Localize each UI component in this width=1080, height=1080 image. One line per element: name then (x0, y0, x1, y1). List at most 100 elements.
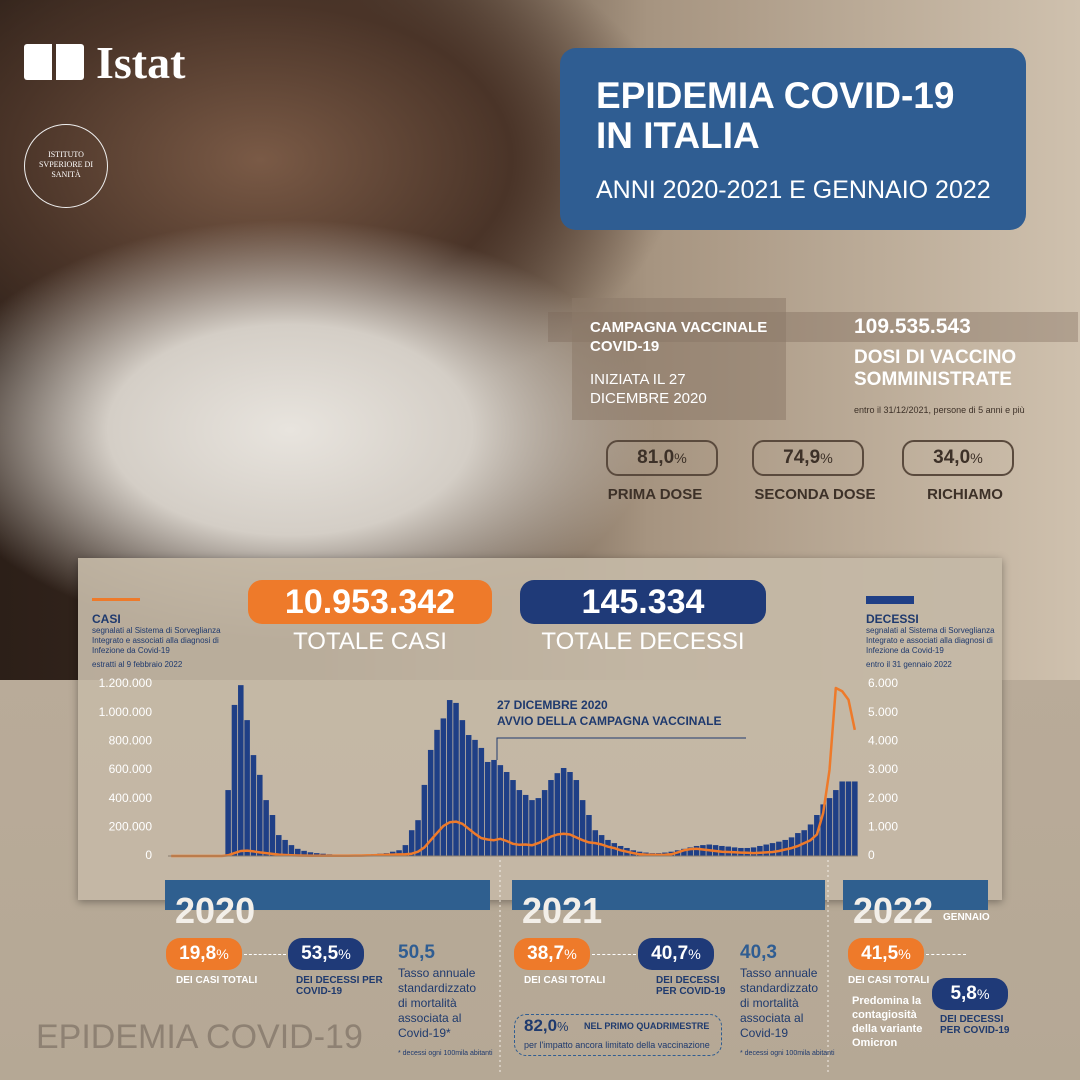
unit: % (976, 987, 990, 1003)
vaccine-campaign: CAMPAGNA VACCINALE COVID-19 (590, 319, 768, 355)
bar (307, 852, 314, 856)
bar (396, 850, 402, 856)
y-tick-label: 800.000 (109, 734, 153, 748)
coverage-value: 74,9% (752, 440, 864, 476)
bar (491, 759, 497, 856)
bar (788, 837, 795, 856)
bar (257, 774, 263, 856)
footer: EPIDEMIA COVID-19 (36, 1018, 363, 1056)
doses: 109.535.543 (854, 315, 971, 338)
legend-note: segnalati al Sistema di Sorveglianza Int… (92, 626, 221, 655)
y2-tick-label: 1.000 (868, 820, 898, 834)
bar (446, 700, 453, 856)
y2-tick-label: 4.000 (868, 734, 898, 748)
bar (586, 815, 592, 856)
doses-label: DOSI DI VACCINO SOMMINISTRATE (854, 347, 1017, 390)
total-deaths: 145.334 (520, 580, 766, 624)
bar (244, 720, 250, 856)
doses-note: entro il 31/12/2021, persone di 5 anni e… (854, 405, 1025, 415)
year-band (165, 880, 490, 910)
y2-tick-label: 6.000 (868, 676, 898, 690)
unit: % (216, 947, 229, 963)
iss-seal: ISTITUTO SVPERIORE DI SANITÀ (38, 150, 93, 179)
y-tick-label: 1.000.000 (99, 705, 153, 719)
coverage-label: SECONDA DOSE (754, 486, 876, 503)
bar (852, 781, 858, 856)
bar (769, 843, 776, 856)
cases-share-label: DEI CASI TOTALI (524, 975, 606, 986)
annotation-line (496, 737, 746, 760)
legend-label: DECESSI (866, 612, 919, 626)
cases-share-label: DEI CASI TOTALI (848, 975, 930, 986)
cases-share: 19,8% (166, 938, 242, 970)
bar (573, 780, 580, 856)
total-deaths-label: TOTALE DECESSI (541, 628, 745, 655)
box-outline (514, 1014, 722, 1056)
year: 2020 (175, 890, 256, 931)
rate-label: Tasso annuale standardizzato di mortalit… (740, 966, 819, 1040)
bar (795, 833, 801, 856)
bar (750, 847, 757, 856)
legend-swatch (866, 596, 914, 604)
deaths-share-label: DEI DECESSI PER COVID-19 (296, 975, 383, 997)
unit: % (674, 451, 687, 467)
bar (295, 848, 301, 856)
legend-date: entro il 31 gennaio 2022 (866, 660, 952, 669)
bar (611, 843, 618, 856)
rate-label: Tasso annuale standardizzato di mortalit… (398, 966, 477, 1040)
coverage-label: RICHIAMO (927, 486, 1003, 503)
unit: % (564, 947, 577, 963)
bar (497, 765, 504, 856)
year-period: GENNAIO (943, 912, 990, 923)
annotation: AVVIO DELLA CAMPAGNA VACCINALE (497, 714, 721, 728)
total-cases: 10.953.342 (248, 580, 492, 624)
bar (776, 841, 782, 856)
bar (250, 755, 257, 856)
subtitle: ANNI 2020-2021 E GENNAIO 2022 (596, 176, 991, 204)
box-note: per l'impatto ancora limitato della vacc… (524, 1040, 710, 1050)
y-tick-label: 1.200.000 (99, 676, 153, 690)
connector (926, 954, 966, 955)
annotation: 27 DICEMBRE 2020 (497, 698, 608, 712)
bar (276, 835, 282, 856)
bar (440, 718, 447, 856)
title-box (560, 48, 1026, 230)
bar (845, 781, 852, 856)
bar (301, 850, 307, 856)
coverage-value: 81,0% (606, 440, 718, 476)
logo: Istat (96, 37, 186, 88)
rate: 50,5 (398, 942, 435, 963)
unit: % (820, 451, 833, 467)
bar (421, 784, 428, 856)
y-tick-label: 400.000 (109, 791, 153, 805)
bar (263, 800, 269, 856)
bar (269, 815, 276, 856)
y2-tick-label: 2.000 (868, 791, 898, 805)
bar (554, 773, 561, 856)
bar (434, 729, 440, 856)
legend-note: segnalati al Sistema di Sorveglianza Int… (866, 626, 995, 655)
bar (453, 702, 459, 856)
bar (503, 772, 510, 856)
bar (826, 798, 833, 856)
bar (402, 845, 409, 856)
box-value: 82,0% (524, 1016, 568, 1036)
year-band (843, 880, 988, 910)
bar (225, 790, 231, 856)
istat-book-icon (24, 40, 88, 82)
deaths-share: 53,5% (288, 938, 364, 970)
bar (687, 847, 694, 856)
value: 38,7 (527, 943, 565, 964)
bar (238, 685, 244, 856)
bar (579, 800, 586, 856)
y2-tick-label: 0 (868, 848, 875, 862)
value: 53,5 (301, 943, 339, 964)
bar (763, 844, 769, 856)
bar (529, 800, 535, 856)
unit: % (970, 451, 983, 467)
deaths-share: 40,7% (638, 938, 714, 970)
bar (465, 735, 472, 856)
legend-label: CASI (92, 612, 121, 626)
unit: % (688, 947, 701, 963)
total-cases-label: TOTALE CASI (293, 628, 447, 655)
